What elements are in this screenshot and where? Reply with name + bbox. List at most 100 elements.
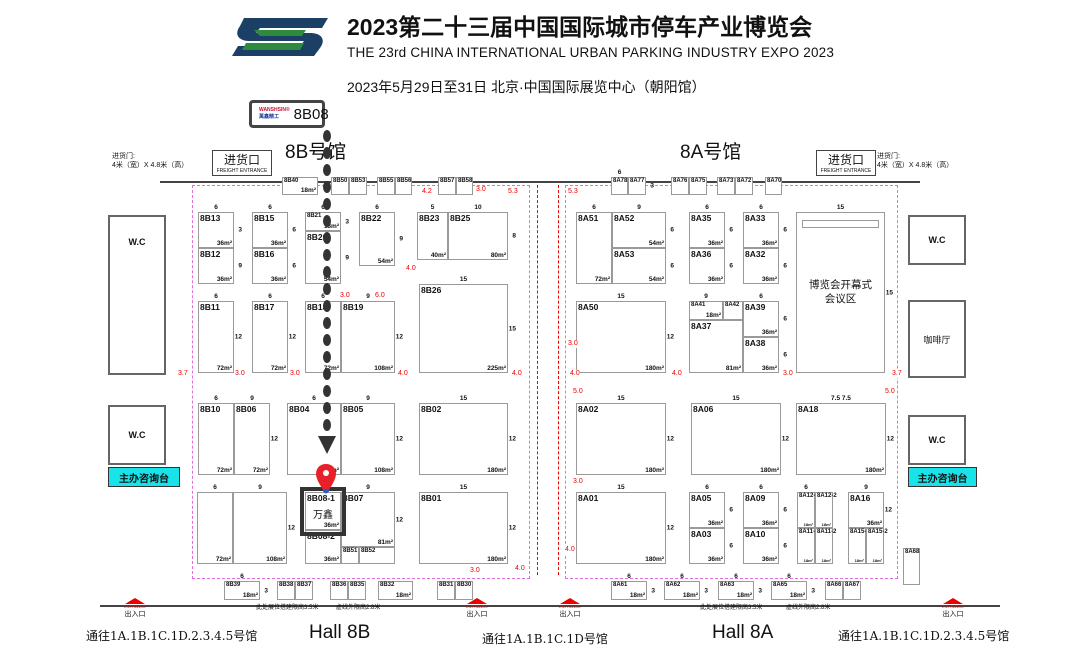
booth-8A39[interactable]: 8A39 36m² 6 6 xyxy=(743,293,787,337)
booth-8B37[interactable]: 8B37 xyxy=(295,581,313,600)
booth-8A72[interactable]: 8A72 xyxy=(735,177,753,195)
booth-8A70[interactable]: 8A70 xyxy=(765,177,782,195)
booth-8B50[interactable]: 8B50 xyxy=(331,177,349,195)
booth-unnamed[interactable]: 108m² 9 12 xyxy=(233,484,295,564)
expo-subtitle: THE 23rd CHINA INTERNATIONAL URBAN PARKI… xyxy=(347,45,835,60)
booth-8B56[interactable]: 8B56 xyxy=(395,177,412,195)
booth-8B05[interactable]: 8B05 108m² 9 12 xyxy=(341,395,403,475)
booth-8A73[interactable]: 8A73 xyxy=(717,177,735,195)
booth-8A41[interactable]: 8A41 18m² 9 xyxy=(689,293,723,320)
booth-8A01[interactable]: 8A01 180m² 15 12 xyxy=(576,484,674,564)
booth-8B15[interactable]: 8B15 36m² 6 6 xyxy=(252,204,296,248)
booth-8B07[interactable]: 8B07 81m² 9 12 xyxy=(341,484,403,547)
booth-8A33[interactable]: 8A33 36m² 6 6 xyxy=(743,204,787,248)
booth-8B11[interactable]: 8B11 72m² 6 12 xyxy=(198,293,242,373)
booth-8A10[interactable]: 8A10 36m² 6 xyxy=(743,528,787,564)
cafe: 咖啡厅 xyxy=(908,300,966,378)
booth-8B39[interactable]: 8B39 18m² 6 3 xyxy=(224,573,268,600)
booth-8A02[interactable]: 8A02 180m² 15 12 xyxy=(576,395,674,475)
booth-8B52[interactable]: 8B52 xyxy=(359,547,395,564)
booth-8B02[interactable]: 8B02 180m² 15 12 xyxy=(419,395,516,475)
booth-8B40[interactable]: 8B40 18m² xyxy=(282,177,318,195)
booth-8B23[interactable]: 8B23 40m² 5 xyxy=(417,204,448,260)
booth-8A50[interactable]: 8A50 180m² 15 12 xyxy=(576,293,674,373)
booth-8B30[interactable]: 8B30 xyxy=(455,581,473,600)
booth-8A78[interactable]: 8A78 6 xyxy=(611,169,628,195)
booth-8A77[interactable]: 8A77 3 xyxy=(628,177,654,195)
location-pin-icon[interactable] xyxy=(315,463,337,500)
booth-8B25[interactable]: 8B25 80m² 10 8 xyxy=(448,204,516,260)
booth-8B16[interactable]: 8B16 36m² 6 xyxy=(252,248,296,284)
hall-8a-title: 8A号馆 xyxy=(680,142,742,163)
booth-8A37[interactable]: 8A37 81m² xyxy=(689,320,743,373)
booth-8A16[interactable]: 8A16 36m² 9 12 xyxy=(848,484,892,528)
booth-8B10[interactable]: 8B10 72m² 6 xyxy=(198,395,234,475)
booth-8A03[interactable]: 8A03 36m² 6 xyxy=(689,528,733,564)
booth-8B26[interactable]: 8B26 225m² 15 15 xyxy=(419,276,516,373)
booth-unnamed[interactable]: 72m² 6 xyxy=(197,484,233,564)
booth-8A62[interactable]: 8A62 18m² 6 3 xyxy=(664,573,708,600)
booth-8A36[interactable]: 8A36 36m² 6 xyxy=(689,248,733,284)
booth-8A06[interactable]: 8A06 180m² 15 12 xyxy=(691,395,789,475)
booth-dimension: 15 xyxy=(508,325,516,332)
exit-mid-right[interactable]: ENTRANCE 出入口 xyxy=(555,598,585,619)
booth-8B35[interactable]: 8B35 xyxy=(348,581,366,600)
booth-area: 72m² xyxy=(215,556,231,563)
booth-area: 36m² xyxy=(216,240,232,247)
booth-8A76[interactable]: 8A76 xyxy=(671,177,689,195)
booth-8A65[interactable]: 8A65 18m² 6 3 xyxy=(771,573,815,600)
booth-8B36[interactable]: 8B36 xyxy=(330,581,348,600)
booth-8B17[interactable]: 8B17 72m² 6 12 xyxy=(252,293,296,373)
booth-8A15-2[interactable]: 8A15-2 18m² xyxy=(866,528,888,564)
booth-8A12-1[interactable]: 8A12-1 18m² 6 xyxy=(797,484,819,528)
booth-dimension: 6 xyxy=(214,293,218,300)
booth-8B06[interactable]: 8B06 72m² 9 12 xyxy=(234,395,278,475)
booth-8A18[interactable]: 8A18 180m² 7.5 7.5 12 xyxy=(796,395,894,475)
exit-right[interactable]: ENTRANCE 出入口 xyxy=(938,598,968,619)
booth-8A32[interactable]: 8A32 36m² 6 xyxy=(743,248,787,284)
booth-8A12-2[interactable]: 8A12-2 18m² xyxy=(815,492,837,528)
booth-number: 8B22 xyxy=(361,213,382,223)
booth-8B31[interactable]: 8B31 xyxy=(437,581,455,600)
booth-8A61[interactable]: 8A61 18m² 6 3 xyxy=(611,573,655,600)
booth-8A53[interactable]: 8A53 54m² 6 xyxy=(612,248,674,284)
booth-8A52[interactable]: 8A52 54m² 9 6 xyxy=(612,204,674,248)
height-note-8b-2: 虚线外限高2.8米 xyxy=(336,605,381,611)
booth-8B55[interactable]: 8B55 xyxy=(377,177,395,195)
booth-8A68[interactable]: 8A68 xyxy=(903,548,920,585)
booth-area: 18m² xyxy=(682,592,698,599)
booth-8A15-1[interactable]: 8A15-1 18m² xyxy=(848,528,870,564)
booth-8B58[interactable]: 8B58 xyxy=(456,177,473,195)
booth-8A67[interactable]: 8A67 xyxy=(843,581,861,600)
booth-8A63[interactable]: 8A63 18m² 6 3 xyxy=(718,573,762,600)
booth-8B32[interactable]: 8B32 18m² xyxy=(378,581,413,600)
booth-number: 8B56 xyxy=(397,178,412,184)
opening-meeting-area[interactable]: 15 15 博览会开幕式会议区 xyxy=(796,204,893,373)
booth-area: 36m² xyxy=(707,556,723,563)
booth-8A38[interactable]: 8A38 36m² 6 xyxy=(743,337,787,373)
booth-area: 180m² xyxy=(487,467,506,474)
booth-8B53[interactable]: 8B53 xyxy=(349,177,367,195)
booth-8B38[interactable]: 8B38 xyxy=(277,581,295,600)
booth-8B51[interactable]: 8B51 xyxy=(341,547,359,564)
booth-8B01[interactable]: 8B01 180m² 15 12 xyxy=(419,484,516,564)
booth-8A11-1[interactable]: 8A11-1 18m² xyxy=(797,528,818,564)
booth-dimension: 9 xyxy=(345,254,349,261)
booth-8B57[interactable]: 8B57 xyxy=(438,177,456,195)
booth-8A35[interactable]: 8A35 36m² 6 6 xyxy=(689,204,733,248)
booth-8A66[interactable]: 8A66 xyxy=(825,581,843,600)
booth-8B19[interactable]: 8B19 108m² 9 12 xyxy=(341,293,403,373)
booth-8A11-2[interactable]: 8A11-2 18m² xyxy=(815,528,836,564)
exit-mid-left[interactable]: ENTRANCE 出入口 xyxy=(462,598,492,619)
booth-8B13[interactable]: 8B13 36m² 6 3 xyxy=(198,204,242,248)
booth-8B22[interactable]: 8B22 54m² 6 9 xyxy=(359,204,403,266)
booth-8A09[interactable]: 8A09 36m² 6 6 xyxy=(743,484,787,528)
booth-8B08-1[interactable]: 8B08-1 36m² xyxy=(305,492,341,530)
exit-left[interactable]: ENTRANCE 出入口 xyxy=(120,598,150,619)
booth-8B12[interactable]: 8B12 36m² 9 xyxy=(198,248,242,284)
booth-8A51[interactable]: 8A51 72m² 6 xyxy=(576,204,612,284)
booth-number: 8A52 xyxy=(614,213,635,223)
booth-8A42[interactable]: 8A42 xyxy=(723,301,743,320)
booth-8A75[interactable]: 8A75 xyxy=(689,177,707,195)
booth-8A05[interactable]: 8A05 36m² 6 6 xyxy=(689,484,733,528)
